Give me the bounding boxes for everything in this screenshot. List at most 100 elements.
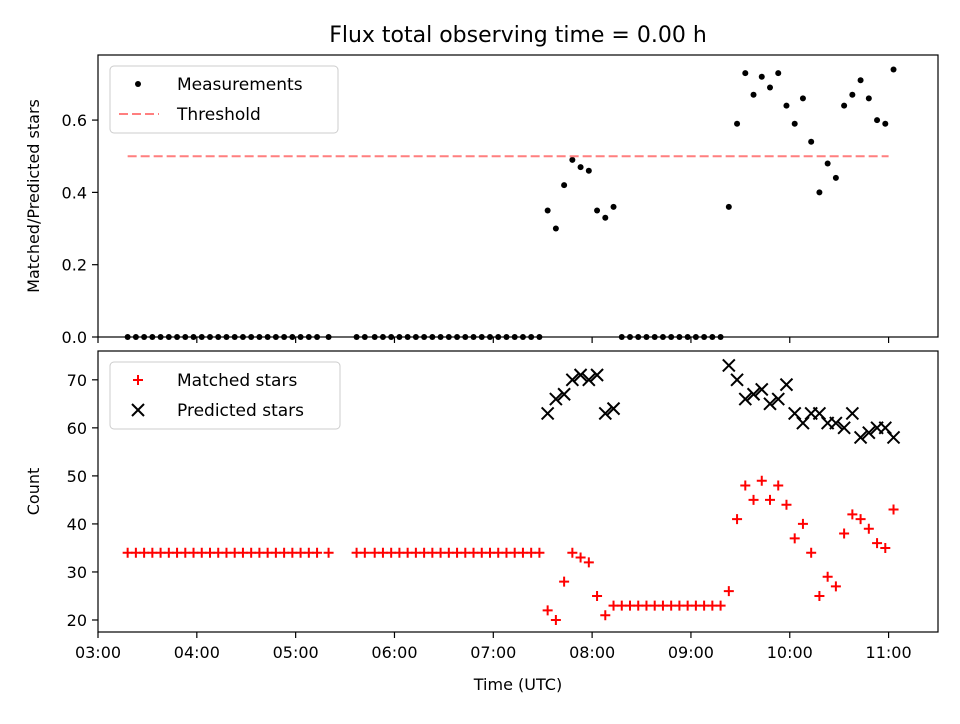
matched-point xyxy=(830,581,841,592)
matched-point xyxy=(781,499,792,510)
measurement-point xyxy=(602,214,609,221)
measurement-point xyxy=(808,138,815,145)
matched-point xyxy=(765,494,775,505)
predicted-point xyxy=(565,373,580,387)
measurement-point xyxy=(552,225,559,232)
matched-point xyxy=(748,494,759,505)
matched-point xyxy=(880,542,891,553)
matched-point xyxy=(732,514,743,525)
matched-point xyxy=(575,552,586,563)
matched-point xyxy=(872,538,883,549)
predicted-point xyxy=(886,430,901,445)
matched-point xyxy=(847,509,858,520)
matched-point xyxy=(756,475,767,486)
y-tick-label: 50 xyxy=(67,467,87,486)
top-panel: 0.0 0.2 0.4 0.6 Matched/Predicted stars Measu… xyxy=(24,54,939,347)
measurement-point xyxy=(824,160,831,167)
measurement-point xyxy=(775,70,782,77)
predicted-point xyxy=(722,358,736,373)
measurement-point xyxy=(610,203,617,210)
y-tick-label: 20 xyxy=(67,611,87,630)
legend: Measurements Threshold xyxy=(109,65,339,134)
chart-title: Flux total observing time = 0.00 h xyxy=(329,23,707,48)
predicted-point xyxy=(779,377,794,392)
predicted-point xyxy=(763,397,777,411)
predicted-point xyxy=(845,406,860,421)
legend-label: Matched stars xyxy=(177,371,297,391)
measurement-point xyxy=(783,102,790,109)
plot-frame xyxy=(97,350,939,633)
measurement-point xyxy=(750,91,757,98)
y-tick-label: 70 xyxy=(67,371,87,390)
matched-point xyxy=(723,586,734,597)
measurement-point xyxy=(890,66,897,73)
legend: Matched stars Predicted stars xyxy=(109,361,341,430)
predicted-point xyxy=(549,392,563,406)
matched-point xyxy=(592,590,603,601)
measurement-point xyxy=(585,167,592,174)
measurement-point xyxy=(857,77,864,84)
predicted-point xyxy=(746,387,761,401)
measurement-point xyxy=(849,91,856,98)
measurement-point xyxy=(734,120,741,127)
y-tick-label: 0.6 xyxy=(62,111,87,130)
legend-label: Threshold xyxy=(176,105,261,125)
measurement-point xyxy=(561,182,568,189)
matched-point xyxy=(323,547,334,558)
x-tick-label: 07:00 xyxy=(470,643,516,662)
measurement-point xyxy=(544,207,551,214)
measurement-point xyxy=(577,164,584,171)
legend-x-icon xyxy=(131,403,145,417)
predicted-point xyxy=(540,406,555,421)
measurement-point xyxy=(742,70,749,77)
x-tick-label: 10:00 xyxy=(767,643,813,662)
predicted-point xyxy=(837,421,851,435)
y-tick-label: 0.0 xyxy=(62,328,87,347)
y-tick-label: 30 xyxy=(67,563,87,582)
legend-plus-icon xyxy=(133,375,143,385)
matched-point xyxy=(773,480,784,491)
predicted-point xyxy=(738,392,753,406)
predicted-point xyxy=(606,401,621,416)
x-tick-label: 04:00 xyxy=(174,643,220,662)
matched-point xyxy=(542,605,553,616)
x-tick-label: 03:00 xyxy=(75,643,121,662)
x-tick-label: 05:00 xyxy=(273,643,319,662)
x-tick-label: 06:00 xyxy=(371,643,417,662)
series-matched-stars xyxy=(122,475,899,625)
matched-point xyxy=(715,600,726,611)
matched-point xyxy=(863,523,874,534)
matched-point xyxy=(550,614,561,625)
y-tick-label: 0.4 xyxy=(62,183,87,202)
predicted-point xyxy=(755,382,769,397)
plot-frame xyxy=(97,54,939,338)
matched-point xyxy=(888,504,899,515)
predicted-point xyxy=(853,430,868,445)
measurement-point xyxy=(841,102,848,109)
bottom-panel: 20 30 40 50 60 70 03:00 04:00 05:00 06:00 07:00 08:… xyxy=(24,350,939,694)
y-tick-label: 40 xyxy=(67,515,87,534)
matched-point xyxy=(822,571,833,582)
legend-box xyxy=(109,361,341,430)
y-tick-label: 0.2 xyxy=(62,256,87,275)
matched-point xyxy=(789,533,800,544)
predicted-point xyxy=(573,368,588,382)
legend-label: Predicted stars xyxy=(177,401,304,421)
y-axis-label: Count xyxy=(24,468,43,516)
matched-point xyxy=(583,557,594,568)
predicted-point xyxy=(598,406,613,421)
measurement-point xyxy=(799,95,806,102)
measurement-point xyxy=(865,95,872,102)
measurement-point xyxy=(832,174,839,181)
matched-point xyxy=(600,610,611,621)
measurement-point xyxy=(725,203,732,210)
matched-point xyxy=(839,528,850,539)
x-axis-label: Time (UTC) xyxy=(473,675,562,694)
predicted-point xyxy=(590,368,604,382)
matched-point xyxy=(806,547,817,558)
matched-point xyxy=(797,518,808,529)
predicted-point xyxy=(730,373,744,387)
matched-point xyxy=(312,547,323,558)
